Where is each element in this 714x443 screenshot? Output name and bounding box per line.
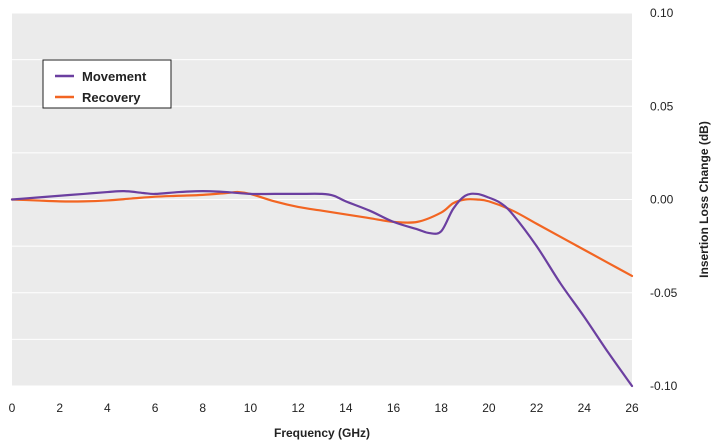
legend-label-movement: Movement [82, 69, 147, 84]
x-tick-label: 14 [339, 401, 353, 415]
x-tick-label: 12 [291, 401, 305, 415]
legend-label-recovery: Recovery [82, 90, 141, 105]
x-tick-label: 20 [482, 401, 496, 415]
x-tick-label: 2 [56, 401, 63, 415]
series-line-recovery [10, 190, 634, 278]
x-axis-ticks: 0 2 4 6 8 10 12 14 16 18 20 22 24 26 [9, 401, 639, 415]
x-tick-label: 0 [9, 401, 16, 415]
y-tick-label: 0.00 [650, 193, 674, 207]
x-tick-label: 8 [199, 401, 206, 415]
y-tick-label: -0.05 [650, 286, 678, 300]
x-tick-label: 24 [578, 401, 592, 415]
x-tick-label: 6 [152, 401, 159, 415]
x-tick-label: 18 [435, 401, 449, 415]
series-layer [10, 189, 634, 388]
legend-box [42, 59, 172, 109]
y-tick-label: 0.10 [650, 6, 674, 20]
x-tick-label: 4 [104, 401, 111, 415]
x-tick-label: 16 [387, 401, 401, 415]
series-line-movement [10, 189, 634, 388]
legend: Movement Recovery [42, 59, 172, 109]
x-axis-title: Frequency (GHz) [274, 426, 370, 440]
y-axis-title: Insertion Loss Change (dB) [697, 121, 711, 278]
y-axis-ticks: 0.10 0.05 0.00 -0.05 -0.10 [650, 6, 678, 393]
x-tick-label: 26 [625, 401, 639, 415]
y-tick-label: -0.10 [650, 379, 678, 393]
x-tick-label: 10 [244, 401, 258, 415]
x-tick-label: 22 [530, 401, 544, 415]
y-tick-label: 0.05 [650, 99, 674, 113]
